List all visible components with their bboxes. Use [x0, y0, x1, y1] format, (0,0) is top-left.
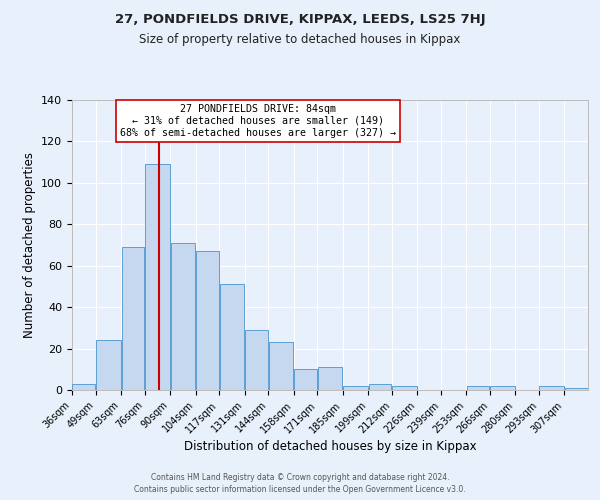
- Bar: [343, 386, 368, 390]
- Bar: [467, 386, 490, 390]
- Bar: [220, 284, 244, 390]
- X-axis label: Distribution of detached houses by size in Kippax: Distribution of detached houses by size …: [184, 440, 476, 453]
- Bar: [196, 251, 219, 390]
- Bar: [368, 384, 391, 390]
- Text: 27, PONDFIELDS DRIVE, KIPPAX, LEEDS, LS25 7HJ: 27, PONDFIELDS DRIVE, KIPPAX, LEEDS, LS2…: [115, 12, 485, 26]
- Bar: [318, 367, 342, 390]
- Bar: [294, 370, 317, 390]
- Bar: [539, 386, 564, 390]
- Bar: [490, 386, 515, 390]
- Bar: [245, 330, 268, 390]
- Bar: [96, 340, 121, 390]
- Text: 27 PONDFIELDS DRIVE: 84sqm
← 31% of detached houses are smaller (149)
68% of sem: 27 PONDFIELDS DRIVE: 84sqm ← 31% of deta…: [120, 104, 396, 138]
- Text: Contains HM Land Registry data © Crown copyright and database right 2024.: Contains HM Land Registry data © Crown c…: [151, 472, 449, 482]
- Bar: [73, 384, 95, 390]
- Bar: [122, 247, 144, 390]
- Y-axis label: Number of detached properties: Number of detached properties: [23, 152, 35, 338]
- Bar: [565, 388, 587, 390]
- Text: Contains public sector information licensed under the Open Government Licence v3: Contains public sector information licen…: [134, 485, 466, 494]
- Bar: [145, 164, 170, 390]
- Bar: [170, 243, 195, 390]
- Bar: [269, 342, 293, 390]
- Text: Size of property relative to detached houses in Kippax: Size of property relative to detached ho…: [139, 32, 461, 46]
- Bar: [392, 386, 417, 390]
